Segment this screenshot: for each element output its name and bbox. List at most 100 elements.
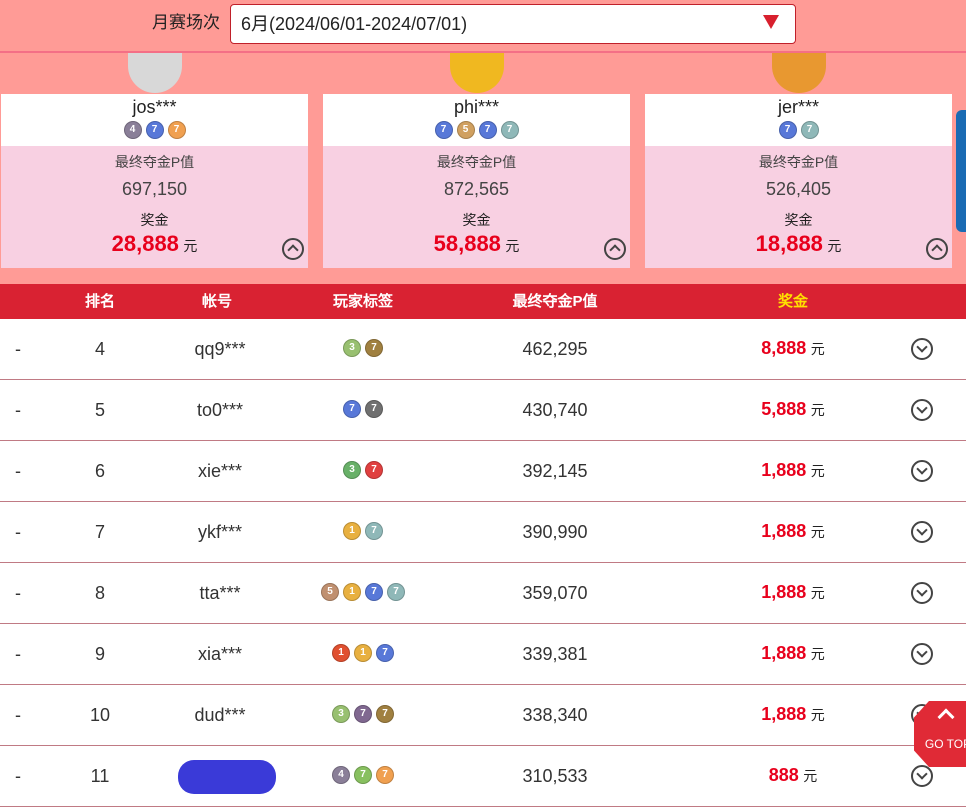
rank-change: - xyxy=(15,522,21,542)
rank-change: - xyxy=(15,400,21,420)
prize-label: 奖金 xyxy=(462,212,491,228)
player-tag-icon: 7 xyxy=(376,644,394,662)
col-p: 最终夺金P值 xyxy=(512,293,598,310)
chevron-down-icon[interactable] xyxy=(911,765,933,787)
player-tag-icon: 7 xyxy=(478,121,497,139)
arrow-up-icon xyxy=(937,708,955,726)
player-tag-icon: 3 xyxy=(332,705,350,723)
rank: 8 xyxy=(94,583,106,603)
prize-unit: 元 xyxy=(803,768,818,784)
chevron-up-icon[interactable] xyxy=(926,238,948,260)
rank: 9 xyxy=(94,644,106,664)
prize-value: 58,888 xyxy=(433,231,501,256)
account: qq9*** xyxy=(194,339,246,359)
prize-unit: 元 xyxy=(810,402,825,418)
p-value: 310,533 xyxy=(522,766,588,786)
prize-label: 奖金 xyxy=(140,212,169,228)
account: xie*** xyxy=(197,461,243,481)
col-prize: 奖金 xyxy=(777,293,809,310)
chevron-down-icon[interactable] xyxy=(911,399,933,421)
p-value: 359,070 xyxy=(522,583,588,603)
chevron-down-icon[interactable] xyxy=(911,338,933,360)
prize-value: 18,888 xyxy=(755,231,823,256)
player-name: jos*** xyxy=(132,97,177,117)
prize-value: 1,888 xyxy=(761,704,807,724)
chevron-up-icon[interactable] xyxy=(604,238,626,260)
side-tab[interactable] xyxy=(956,110,966,232)
chevron-down-icon[interactable] xyxy=(911,460,933,482)
rank: 7 xyxy=(94,522,106,542)
rank-change: - xyxy=(15,766,21,786)
rank: 5 xyxy=(94,400,106,420)
month-select[interactable]: 6月(2024/06/01-2024/07/01) xyxy=(230,4,796,44)
player-tag-icon: 4 xyxy=(332,766,350,784)
go-top-button[interactable]: GO TOP xyxy=(914,701,966,767)
player-tag-icon: 7 xyxy=(365,522,383,540)
p-value: 339,381 xyxy=(522,644,588,664)
rank: 10 xyxy=(89,705,111,725)
p-value: 430,740 xyxy=(522,400,588,420)
player-tag-icon: 7 xyxy=(387,583,405,601)
player-tag-icon: 1 xyxy=(354,644,372,662)
rank: 6 xyxy=(94,461,106,481)
player-tag-icon: 7 xyxy=(145,121,164,139)
filter-bar: 月赛场次 6月(2024/06/01-2024/07/01) xyxy=(0,0,966,53)
prize-value: 1,888 xyxy=(761,521,807,541)
prize-label: 奖金 xyxy=(784,212,813,228)
p-value: 462,295 xyxy=(522,339,588,359)
p-label: 最终夺金P值 xyxy=(436,154,517,170)
player-tag-icon: 7 xyxy=(376,705,394,723)
player-tag-icon: 7 xyxy=(343,400,361,418)
player-tag-icon: 5 xyxy=(321,583,339,601)
player-tag-icon: 7 xyxy=(365,339,383,357)
rank-change: - xyxy=(15,583,21,603)
p-label: 最终夺金P值 xyxy=(114,154,195,170)
player-name: jer*** xyxy=(777,97,820,117)
chevron-down-icon[interactable] xyxy=(911,582,933,604)
rank-change: - xyxy=(15,461,21,481)
player-tag-icon: 3 xyxy=(343,461,361,479)
chevron-down-icon[interactable] xyxy=(911,521,933,543)
player-tag-icon: 7 xyxy=(500,121,519,139)
player-tag-icon: 7 xyxy=(434,121,453,139)
player-name: phi*** xyxy=(453,97,500,117)
rank-medal-icon xyxy=(450,53,504,93)
rank-change: - xyxy=(15,644,21,664)
player-tag-icon: 7 xyxy=(365,583,383,601)
col-tags: 玩家标签 xyxy=(332,293,394,310)
p-label: 最终夺金P值 xyxy=(758,154,839,170)
account: dud*** xyxy=(194,705,246,725)
prize-value: 5,888 xyxy=(761,399,807,419)
player-tag-icon: 5 xyxy=(456,121,475,139)
player-tag-icon: 3 xyxy=(343,339,361,357)
col-rank: 排名 xyxy=(84,293,116,310)
player-tag-icon: 7 xyxy=(354,705,372,723)
chevron-down-icon[interactable] xyxy=(911,643,933,665)
p-value: 526,405 xyxy=(765,179,832,199)
prize-unit: 元 xyxy=(810,463,825,479)
p-value: 697,150 xyxy=(121,179,188,199)
rank: 11 xyxy=(90,766,110,786)
rank-medal-icon xyxy=(128,53,182,93)
player-tag-icon: 7 xyxy=(365,461,383,479)
player-tag-icon: 7 xyxy=(800,121,819,139)
prize-value: 28,888 xyxy=(111,231,179,256)
account: ykf*** xyxy=(197,522,243,542)
chevron-up-icon[interactable] xyxy=(282,238,304,260)
prize-unit: 元 xyxy=(827,238,842,254)
player-tag-icon: 7 xyxy=(778,121,797,139)
